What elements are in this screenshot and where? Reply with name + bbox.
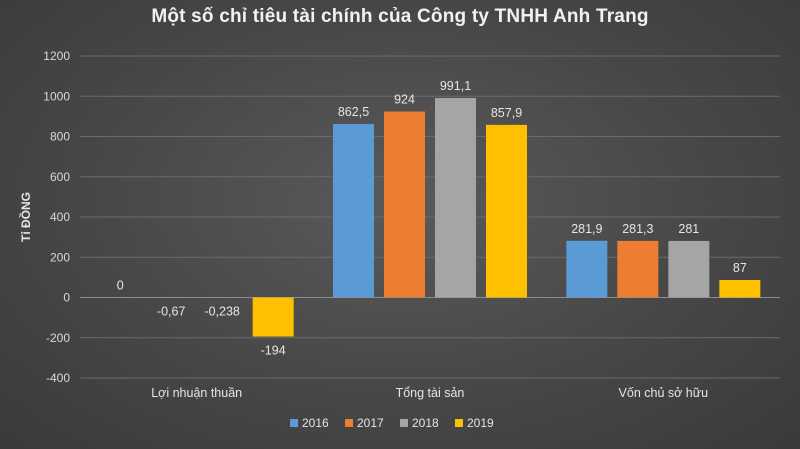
data-label: 281,3 (622, 222, 653, 236)
data-label: 87 (733, 261, 747, 275)
data-label: 991,1 (440, 79, 471, 93)
legend-label: 2019 (467, 416, 494, 430)
y-tick-label: 600 (50, 170, 70, 184)
bar (566, 240, 608, 298)
data-label: -194 (261, 344, 286, 358)
data-label: 281 (678, 222, 699, 236)
data-label: 857,9 (491, 106, 522, 120)
y-tick-label: 200 (50, 250, 70, 264)
data-label: 862,5 (338, 105, 369, 119)
data-label: 924 (394, 93, 415, 107)
bar (617, 240, 659, 298)
y-tick-label: 800 (50, 130, 70, 144)
bar (719, 279, 761, 298)
bar (435, 98, 476, 298)
bar (486, 124, 527, 298)
x-tick-label: Lợi nhuận thuần (151, 386, 242, 400)
legend-label: 2018 (412, 416, 439, 430)
legend-label: 2017 (357, 416, 384, 430)
legend-label: 2016 (302, 416, 329, 430)
legend-swatch (345, 419, 353, 427)
y-axis-title: Tỉ ĐỒNG (18, 192, 33, 242)
bar (384, 111, 425, 298)
legend-swatch (290, 419, 298, 427)
y-tick-label: 0 (63, 291, 70, 305)
y-tick-label: 1200 (43, 49, 70, 63)
y-tick-label: 1000 (43, 89, 70, 103)
bar (252, 297, 294, 337)
y-tick-label: -400 (46, 371, 70, 385)
legend-swatch (455, 419, 463, 427)
data-label: 281,9 (571, 222, 602, 236)
data-label: 0 (117, 279, 124, 293)
data-label: -0,238 (204, 305, 239, 319)
bar (333, 123, 374, 298)
bar (668, 240, 710, 298)
data-label: -0,67 (157, 305, 186, 319)
chart-title: Một số chỉ tiêu tài chính của Công ty TN… (151, 6, 649, 27)
x-tick-label: Tổng tài sản (396, 386, 465, 400)
x-tick-label: Vốn chủ sở hữu (619, 386, 709, 400)
y-tick-label: -200 (46, 331, 70, 345)
y-tick-label: 400 (50, 210, 70, 224)
legend-swatch (400, 419, 408, 427)
